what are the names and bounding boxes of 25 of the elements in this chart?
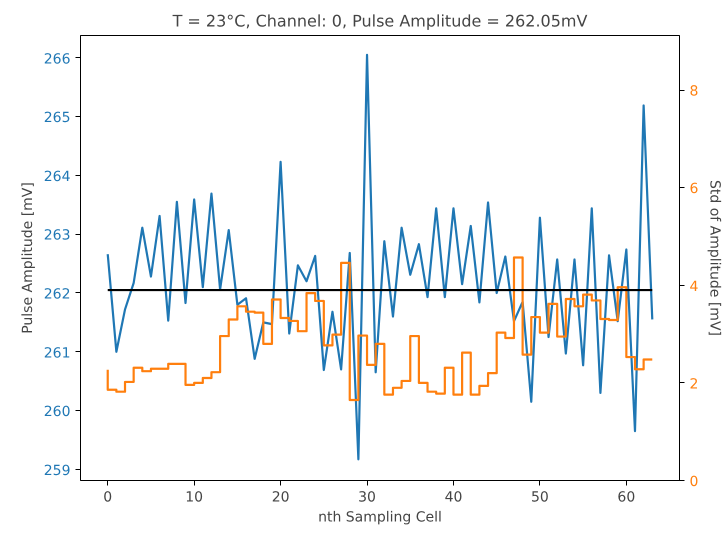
- y-tick-label: 266: [44, 51, 71, 68]
- x-tick-label: 40: [444, 490, 462, 506]
- x-tick-label: 30: [358, 490, 376, 506]
- y2-tick-label: 0: [690, 474, 698, 490]
- y-tick-label: 262: [44, 286, 71, 302]
- x-tick-label: 50: [531, 490, 549, 506]
- line-series: [106, 54, 654, 460]
- y-axis-title: Pulse Amplitude [mV]: [20, 182, 36, 334]
- x-axis-title: nth Sampling Cell: [318, 510, 442, 526]
- x-tick-label: 60: [617, 490, 636, 506]
- y-tick-label: 259: [44, 462, 71, 479]
- y-tick-label: 260: [44, 404, 71, 420]
- y2-tick-label: 6: [690, 181, 698, 198]
- y-tick-label: 263: [44, 228, 71, 244]
- y-tick-label: 264: [44, 168, 71, 185]
- x-tick-label: 10: [185, 490, 204, 506]
- y2-tick-label: 4: [690, 278, 698, 295]
- y2-axis-title: Std of Amplitude [mV]: [706, 180, 722, 336]
- x-tick-label: 20: [272, 490, 290, 506]
- chart-title: T = 23°C, Channel: 0, Pulse Amplitude = 262.05mV: [172, 12, 588, 30]
- y2-tick-label: 2: [690, 376, 698, 392]
- x-tick-label: 0: [103, 490, 112, 506]
- y-tick-label: 265: [44, 110, 71, 126]
- y2-tick-label: 8: [690, 84, 698, 100]
- y-tick-label: 261: [44, 345, 71, 362]
